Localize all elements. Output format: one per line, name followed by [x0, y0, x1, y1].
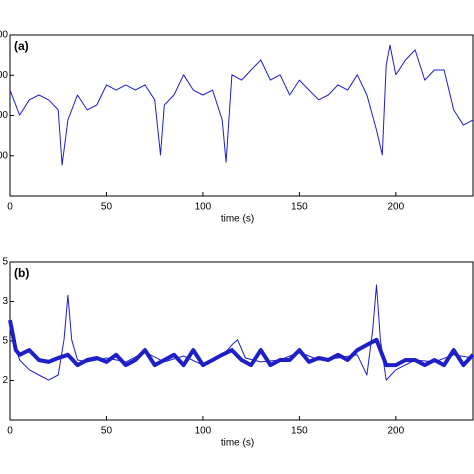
- data-line: [9, 44, 474, 166]
- x-tick-label: 0: [7, 426, 13, 437]
- x-axis-label: time (s): [221, 214, 254, 225]
- x-tick-label: 150: [291, 202, 308, 213]
- axes-frame: [9, 34, 474, 197]
- y-tick-label: 00: [0, 110, 8, 121]
- x-tick-label: 100: [195, 426, 212, 437]
- y-tick-label: 5: [2, 257, 8, 268]
- x-tick-label: 50: [101, 202, 113, 213]
- y-tick-label: 3: [2, 296, 8, 307]
- x-tick-label: 150: [291, 426, 308, 437]
- data-line: [9, 284, 474, 381]
- data-line: [8, 319, 474, 368]
- x-tick-label: 200: [387, 202, 404, 213]
- y-tick-label: 00: [0, 30, 8, 41]
- y-tick-label: 00: [0, 70, 8, 81]
- x-axis-label: time (s): [221, 438, 254, 449]
- panel-label: (b): [14, 266, 29, 280]
- y-tick-label: 5: [2, 336, 8, 347]
- x-tick-label: 100: [195, 202, 212, 213]
- panel-label: (a): [14, 39, 29, 53]
- x-tick-label: 0: [7, 202, 13, 213]
- y-tick-label: 00: [0, 150, 8, 161]
- y-tick-label: 2: [2, 375, 8, 386]
- x-tick-label: 200: [387, 426, 404, 437]
- axes-frame: [9, 261, 474, 421]
- x-tick-label: 50: [101, 426, 113, 437]
